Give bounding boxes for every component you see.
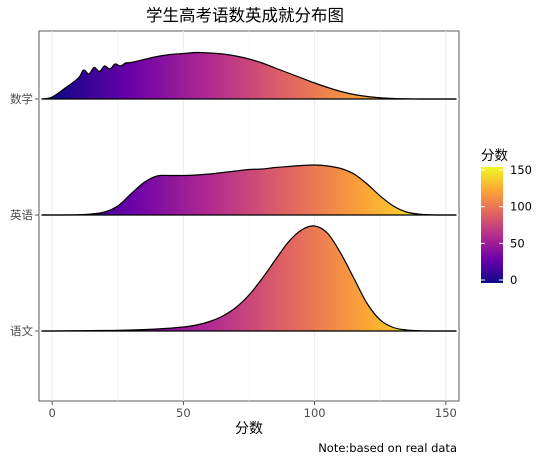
- legend-tick-label: 0: [510, 273, 517, 287]
- ridge-line-英语: [41, 164, 457, 216]
- ridge-line-语文: [41, 225, 457, 332]
- x-axis-title: 分数: [235, 421, 263, 437]
- ridge-area-数学: [41, 52, 457, 99]
- legend-tick-label: 100: [510, 200, 532, 214]
- legend-tick-label: 150: [510, 163, 532, 177]
- x-tick-label: 50: [176, 406, 191, 420]
- x-tick-label: 150: [435, 406, 457, 420]
- legend: 分数 0 50 100 150: [481, 148, 532, 287]
- ridge-layer: [41, 51, 457, 332]
- x-tick-label: 100: [304, 406, 326, 420]
- ridge-line-数学: [41, 51, 457, 100]
- chart-title: 学生高考语数英成就分布图: [146, 6, 344, 25]
- legend-colorbar: [481, 167, 503, 283]
- ridge-area-语文: [41, 225, 457, 331]
- y-tick-label: 英语: [10, 208, 33, 222]
- y-tick-label: 数学: [10, 92, 33, 106]
- legend-tick-label: 50: [510, 236, 525, 250]
- caption: Note:based on real data: [318, 441, 457, 455]
- legend-title: 分数: [481, 148, 508, 164]
- x-tick-label: 0: [48, 406, 55, 420]
- ridge-area-英语: [41, 164, 457, 215]
- y-tick-label: 语文: [10, 324, 33, 338]
